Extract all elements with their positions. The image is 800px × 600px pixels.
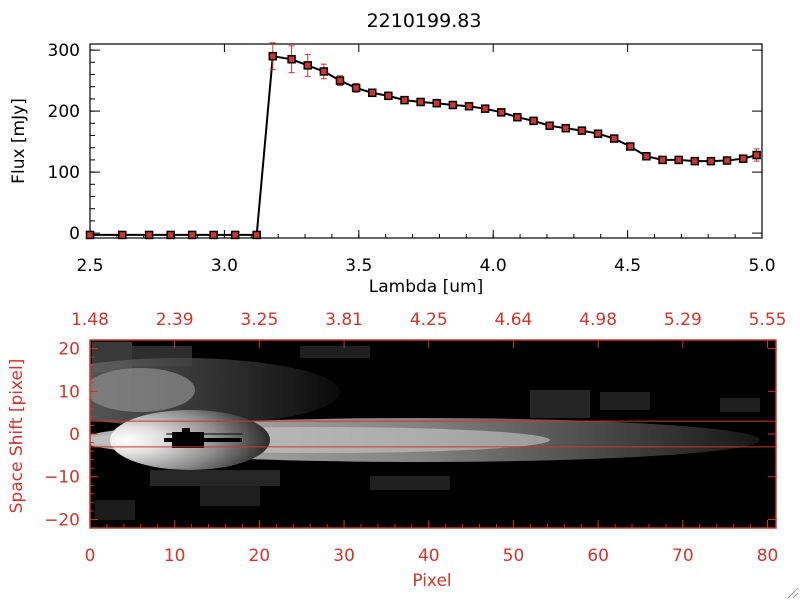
flux-data-point: [529, 116, 538, 126]
flux-data-point: [335, 76, 345, 85]
image-x-tick-label: 80: [757, 546, 779, 566]
flux-data-point: [593, 129, 603, 138]
flux-data-point: [416, 97, 425, 107]
flux-data-point: [85, 230, 95, 240]
flux-data-point: [303, 61, 312, 70]
flux-data-point: [561, 123, 571, 133]
wavelength-tick-label: 2.39: [156, 310, 194, 330]
image-y-axis-label: Space Shift [pixel]: [7, 359, 27, 514]
flux-series-line: [90, 55, 757, 236]
image-x-tick-label: 70: [672, 546, 694, 566]
flux-data-point: [480, 104, 490, 113]
image-x-tick-label: 10: [164, 546, 186, 566]
image-x-tick-label: 20: [249, 546, 271, 566]
wavelength-tick-label: 5.55: [749, 310, 787, 330]
flux-data-point: [166, 230, 175, 240]
image-y-tick-label: −20: [44, 510, 80, 530]
flux-data-point: [464, 101, 474, 111]
image-y-tick-label: 0: [69, 425, 80, 445]
image-x-tick-label: 30: [333, 546, 355, 566]
spectrum-x-tick-label: 2.5: [76, 256, 103, 276]
spectrum-x-tick-label: 3.0: [211, 256, 238, 276]
spectrum-x-tick-label: 4.5: [614, 256, 641, 276]
flux-data-point: [497, 108, 506, 117]
wavelength-tick-label: 5.29: [664, 310, 702, 330]
spectrum-x-tick-label: 3.5: [345, 256, 372, 276]
flux-data-point: [367, 88, 377, 98]
flux-data-point: [209, 230, 218, 240]
flux-data-point: [118, 230, 127, 240]
image-x-axis-label: Pixel: [412, 571, 451, 591]
flux-data-point: [545, 121, 554, 130]
flux-data-point: [230, 230, 240, 240]
flux-data-point: [609, 134, 619, 143]
flux-data-point: [384, 91, 393, 101]
wavelength-tick-label: 4.25: [410, 310, 448, 330]
spectral-image-plot: 0 10 20 30 40 50 60 70 80 1.48 2.39 3.25 3.81 4.25 4.…: [7, 310, 786, 591]
flux-data-point: [690, 156, 700, 166]
image-x-tick-label: 60: [587, 546, 609, 566]
spectrum-y-tick-label: 300: [48, 41, 80, 61]
wavelength-tick-label: 3.25: [240, 310, 278, 330]
wavelength-tick-label: 1.48: [71, 310, 109, 330]
flux-data-point: [144, 230, 154, 240]
spectrum-title: 2210199.83: [367, 10, 482, 32]
flux-data-point: [738, 154, 748, 163]
spectrum-plot-frame: [89, 43, 763, 239]
spectrum-y-tick-label: 100: [48, 163, 80, 183]
spectrum-y-tick-label: 200: [48, 102, 80, 122]
flux-data-point: [448, 100, 458, 110]
image-y-tick-label: −10: [44, 468, 80, 488]
flux-data-point: [577, 126, 587, 135]
flux-data-point: [187, 230, 197, 240]
wavelength-tick-label: 4.64: [495, 310, 533, 330]
flux-data-point: [722, 156, 732, 165]
wavelength-tick-label: 4.98: [579, 310, 617, 330]
spectrum-x-tick-label: 5.0: [748, 256, 775, 276]
flux-data-point: [642, 152, 651, 161]
flux-data-point: [658, 155, 667, 165]
spectrum-y-axis-label: Flux [mJy]: [9, 98, 29, 184]
flux-data-point: [319, 67, 329, 76]
flux-data-point: [287, 55, 296, 64]
resize-grip-icon[interactable]: [787, 587, 799, 599]
flux-data-point: [513, 112, 522, 122]
flux-data-point: [252, 230, 261, 240]
flux-data-point: [432, 98, 442, 108]
image-y-tick-label: 20: [58, 340, 80, 360]
flux-data-point: [400, 95, 409, 105]
spectrum-plot: 2210199.83 2.5 3.0 3.5 4.0 4.5 5.0 0 100 200 300…: [9, 10, 776, 297]
flux-data-point: [351, 83, 361, 93]
flux-data-point: [752, 150, 761, 160]
flux-data-point: [268, 51, 278, 61]
spectrum-y-tick-label: 0: [69, 224, 80, 244]
image-y-tick-label: 10: [58, 382, 80, 402]
image-x-tick-label: 0: [85, 546, 96, 566]
spectrum-x-tick-label: 4.0: [480, 256, 507, 276]
flux-data-point: [706, 156, 716, 166]
image-x-tick-label: 50: [503, 546, 525, 566]
image-x-tick-label: 40: [418, 546, 440, 566]
flux-data-point: [626, 142, 635, 151]
spectrum-x-axis-label: Lambda [um]: [369, 277, 483, 297]
wavelength-tick-label: 3.81: [325, 310, 363, 330]
flux-data-point: [674, 155, 683, 165]
